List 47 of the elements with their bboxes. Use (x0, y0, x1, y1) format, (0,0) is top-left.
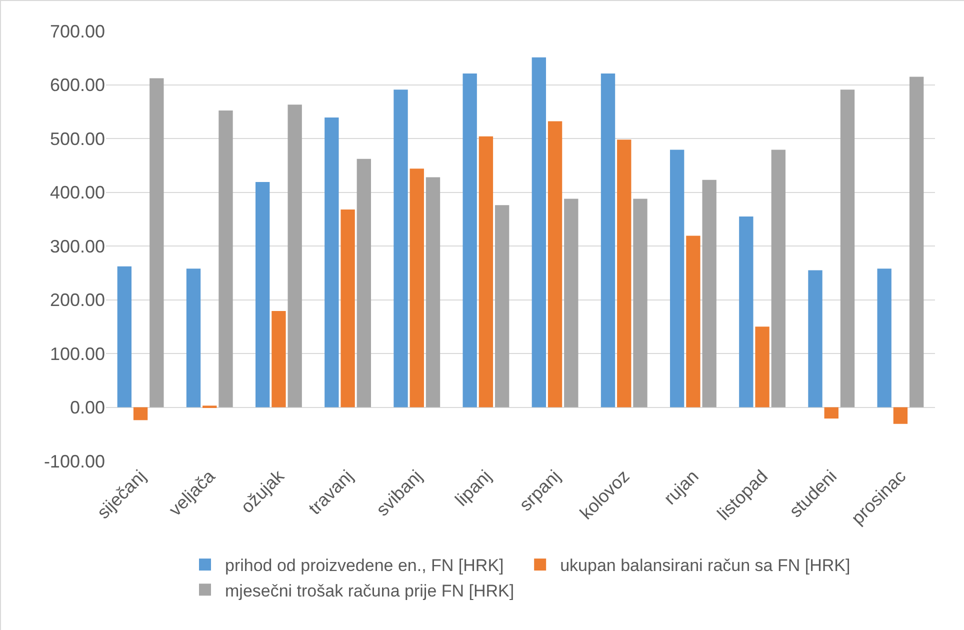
bar (739, 216, 754, 408)
bar (272, 311, 286, 408)
bar (686, 236, 700, 408)
bar (462, 73, 477, 408)
bar (893, 407, 908, 424)
y-tick-label: 0.00 (70, 398, 105, 418)
bar (218, 110, 233, 408)
y-tick-label: 500.00 (50, 128, 105, 149)
bar (808, 270, 822, 408)
y-tick-label: -100.00 (44, 451, 105, 472)
bar (532, 57, 546, 408)
bar (150, 78, 164, 408)
bar (478, 136, 494, 408)
bar (755, 326, 770, 408)
y-tick-label: 600.00 (50, 75, 105, 96)
y-tick-label: 300.00 (50, 236, 105, 256)
bar (633, 198, 648, 408)
bar (186, 268, 201, 408)
bar (909, 76, 924, 408)
bar (324, 118, 339, 408)
bar (840, 90, 855, 408)
bar (356, 158, 371, 408)
bar (548, 121, 562, 408)
bar (617, 140, 632, 408)
bar (133, 407, 148, 420)
bar (426, 177, 440, 408)
legend-label: prihod od proizvedene en., FN [HRK] (225, 556, 504, 576)
bar (600, 73, 616, 408)
y-tick-label: 200.00 (50, 290, 105, 310)
bar (256, 182, 270, 408)
bar (410, 168, 424, 408)
bar (877, 268, 892, 408)
bar (824, 407, 838, 419)
y-tick-label: 400.00 (50, 182, 105, 203)
bar (670, 150, 684, 408)
bar (340, 209, 355, 408)
legend-label: mjesečni trošak računa prije FN [HRK] (225, 581, 514, 600)
bar (702, 180, 716, 408)
bar (771, 150, 786, 408)
bar (117, 266, 132, 408)
legend-label: ukupan balansirani račun sa FN [HRK] (560, 556, 850, 576)
bar (288, 104, 302, 408)
y-tick-label: 100.00 (50, 344, 105, 364)
bar (494, 205, 510, 408)
bar (394, 90, 408, 408)
bar (564, 198, 578, 408)
y-tick-label: 700.00 (50, 21, 105, 42)
